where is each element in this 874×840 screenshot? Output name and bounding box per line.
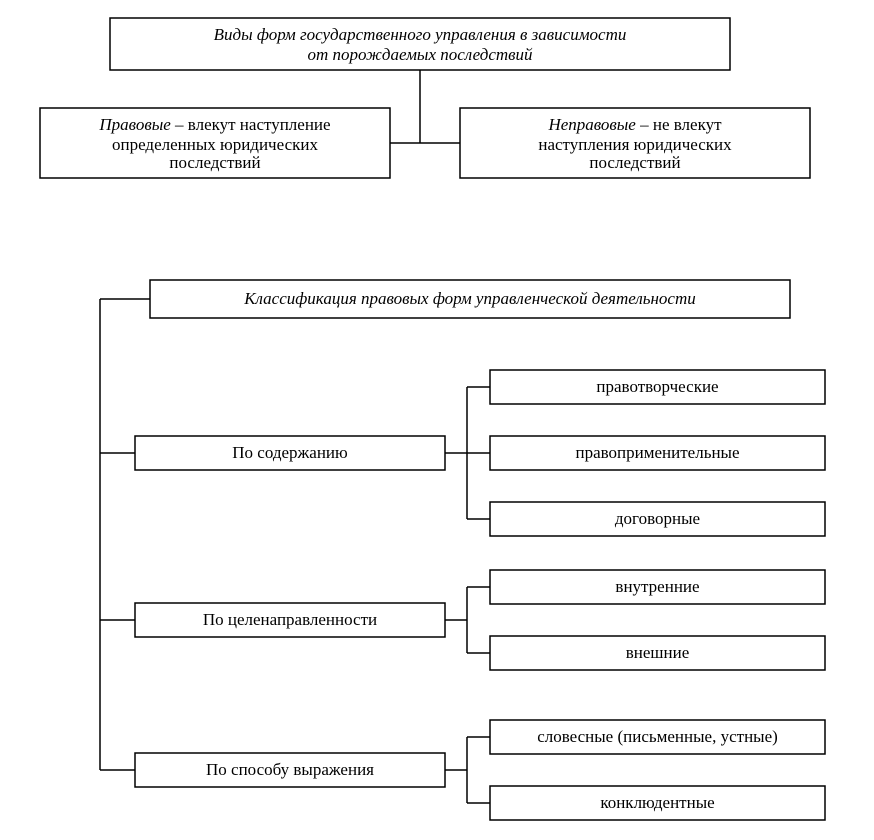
d2-root-text: Классификация правовых форм управленческ… [243,289,696,308]
d2-item-text-0-0: правотворческие [596,377,718,396]
d2-cat-text-1: По целенаправленности [203,610,377,629]
d1-right-text-3: последствий [589,153,680,172]
d1-left-text-2: определенных юридических [112,135,318,154]
d2-cat-text-2: По способу выражения [206,760,374,779]
d1-left-text-1: Правовые – влекут наступление [98,115,330,134]
d1-root-text-2: от порождаемых последствий [307,45,533,64]
d2-item-text-1-1: внешние [626,643,690,662]
d1-right-text-2: наступления юридических [538,135,732,154]
d2-item-text-0-2: договорные [615,509,700,528]
d2-item-text-1-0: внутренние [615,577,699,596]
d2-item-text-2-1: конклюдентные [600,793,714,812]
d2-item-text-0-1: правоприменительные [575,443,739,462]
d2-item-text-2-0: словесные (письменные, устные) [537,727,778,746]
d2-cat-text-0: По содержанию [232,443,348,462]
d1-right-text-1: Неправовые – не влекут [547,115,722,134]
d1-left-text-3: последствий [169,153,260,172]
d1-root-text-1: Виды форм государственного управления в … [214,25,627,44]
